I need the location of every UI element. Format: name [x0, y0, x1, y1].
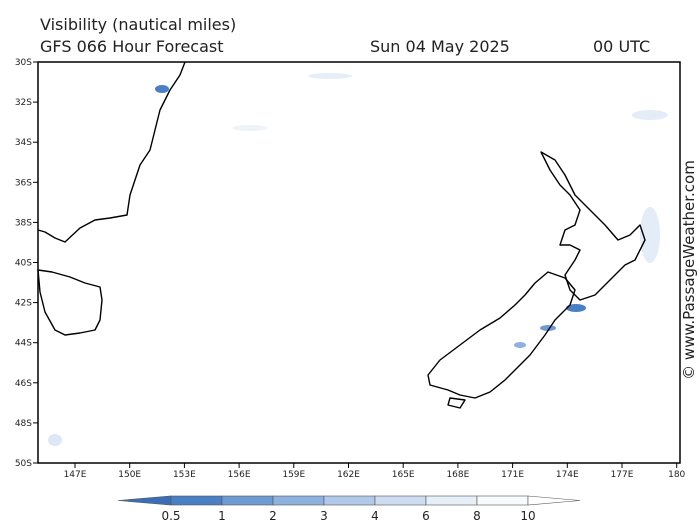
- lon-label: 180: [668, 470, 685, 480]
- colorbar-segment: [221, 495, 274, 506]
- colorbar-segment: [170, 495, 223, 506]
- subtitle: GFS 066 Hour Forecast: [40, 37, 224, 56]
- lon-label: 159E: [282, 470, 305, 480]
- colorbar-label: 0.5: [161, 509, 180, 523]
- lat-label: 30S: [15, 58, 32, 68]
- lat-label: 48S: [15, 419, 32, 429]
- patch: [566, 304, 586, 312]
- patch: [232, 125, 268, 131]
- lon-label: 162E: [337, 470, 360, 480]
- colorbar-label: 4: [371, 509, 379, 523]
- lon-label: 147E: [64, 470, 87, 480]
- watermark: © www.PassageWeather.com: [680, 160, 698, 380]
- patch: [308, 73, 352, 79]
- patch: [632, 110, 668, 120]
- visibility-patches: [48, 73, 668, 446]
- stewart-island: [447, 397, 466, 409]
- colorbar-label: 1: [218, 509, 226, 523]
- lat-label: 32S: [15, 98, 32, 108]
- patch: [514, 342, 526, 348]
- colorbar-label: 8: [473, 509, 481, 523]
- colorbar-low: [117, 495, 172, 506]
- time: 00 UTC: [593, 37, 650, 56]
- lat-label: 46S: [15, 379, 32, 389]
- lon-label: 156E: [228, 470, 251, 480]
- title: Visibility (nautical miles): [40, 15, 236, 34]
- lon-label: 174E: [556, 470, 579, 480]
- lon-label: 150E: [118, 470, 141, 480]
- lon-label: 171E: [501, 470, 524, 480]
- colorbar-segment: [374, 495, 427, 506]
- south-island: [427, 271, 576, 399]
- lat-label: 50S: [15, 459, 32, 469]
- colorbar-segment: [425, 495, 478, 506]
- colorbar-label: 2: [269, 509, 277, 523]
- lat-label: 38S: [15, 218, 32, 228]
- colorbar: 0.5 1 2 3 4 6 8 10: [117, 495, 581, 523]
- lat-label: 36S: [15, 178, 32, 188]
- north-island: [540, 151, 646, 301]
- lon-label: 177E: [611, 470, 634, 480]
- colorbar-label: 3: [320, 509, 328, 523]
- colorbar-label: 6: [422, 509, 430, 523]
- lat-label: 44S: [15, 339, 32, 349]
- australia-coast: [37, 61, 186, 243]
- colorbar-label: 10: [520, 509, 535, 523]
- lat-label: 42S: [15, 299, 32, 309]
- colorbar-high: [527, 495, 581, 506]
- tasmania: [37, 269, 103, 336]
- colorbar-segment: [272, 495, 325, 506]
- patch: [155, 85, 169, 93]
- lat-labels: 30S 32S 34S 36S 38S 40S 42S 44S 46S 48S 50S: [15, 58, 38, 469]
- date: Sun 04 May 2025: [370, 37, 510, 56]
- lon-label: 168E: [446, 470, 469, 480]
- colorbar-segment: [323, 495, 376, 506]
- colorbar-segment: [476, 495, 529, 506]
- map-frame: [37, 61, 681, 464]
- patch: [540, 325, 556, 331]
- lon-label: 165E: [392, 470, 415, 480]
- lat-label: 40S: [15, 259, 32, 269]
- coastlines: [37, 61, 646, 409]
- patch: [48, 434, 62, 446]
- lon-labels: 147E 150E 153E 156E 159E 162E 165E 168E 171E 174E…: [64, 463, 686, 480]
- lon-label: 153E: [173, 470, 196, 480]
- patch: [640, 207, 660, 263]
- lat-label: 34S: [15, 138, 32, 148]
